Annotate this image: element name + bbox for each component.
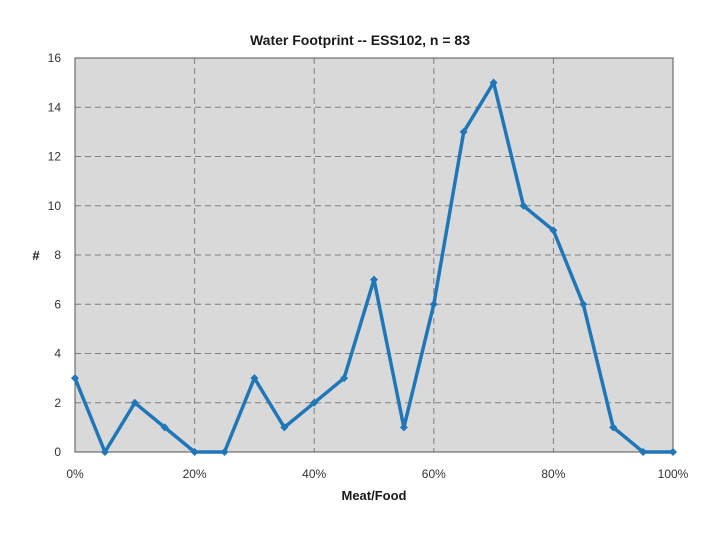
x-axis-label: Meat/Food	[342, 488, 407, 503]
y-tick-label: 14	[48, 100, 62, 114]
y-axis-label: #	[32, 248, 40, 263]
plot-area	[75, 58, 673, 452]
y-tick-label: 4	[54, 347, 61, 361]
x-tick-label: 20%	[183, 467, 207, 481]
data-point	[190, 448, 199, 456]
x-tick-label: 60%	[422, 467, 446, 481]
data-point	[549, 226, 558, 235]
y-tick-label: 2	[54, 396, 61, 410]
data-point	[370, 275, 378, 284]
plot-border	[74, 57, 674, 453]
data-point	[220, 448, 229, 456]
data-point	[310, 398, 319, 407]
x-tick-label: 80%	[541, 467, 565, 481]
grid-lines	[75, 57, 673, 452]
y-tick-label: 12	[48, 150, 62, 164]
data-point	[609, 423, 618, 432]
data-point	[280, 423, 289, 432]
data-point	[429, 300, 438, 309]
data-point	[340, 374, 349, 383]
y-tick-label: 10	[48, 199, 62, 213]
x-tick-label: 0%	[66, 467, 84, 481]
y-tick-label: 16	[48, 51, 62, 65]
y-tick-label: 6	[54, 297, 61, 311]
data-point	[399, 423, 408, 432]
data-point	[160, 423, 169, 432]
series-markers	[71, 78, 677, 456]
y-tick-label: 0	[54, 445, 61, 459]
axes	[74, 57, 674, 453]
y-tick-label: 8	[54, 248, 61, 262]
x-tick-labels: 0% 20% 40% 60% 80% 100%	[66, 467, 688, 481]
data-point	[250, 374, 259, 383]
x-tick-label: 100%	[658, 467, 689, 481]
data-point	[71, 374, 79, 383]
y-tick-labels: 0 2 4 6 8 10 12 14 16	[48, 51, 62, 459]
x-tick-label: 40%	[302, 467, 326, 481]
data-point	[669, 448, 677, 456]
data-point	[100, 448, 109, 456]
data-point	[639, 448, 648, 456]
data-point	[459, 127, 468, 136]
data-point	[489, 78, 498, 87]
data-point	[130, 398, 139, 407]
data-point	[519, 201, 528, 210]
chart-title: Water Footprint -- ESS102, n = 83	[250, 32, 470, 48]
data-point	[579, 300, 588, 309]
